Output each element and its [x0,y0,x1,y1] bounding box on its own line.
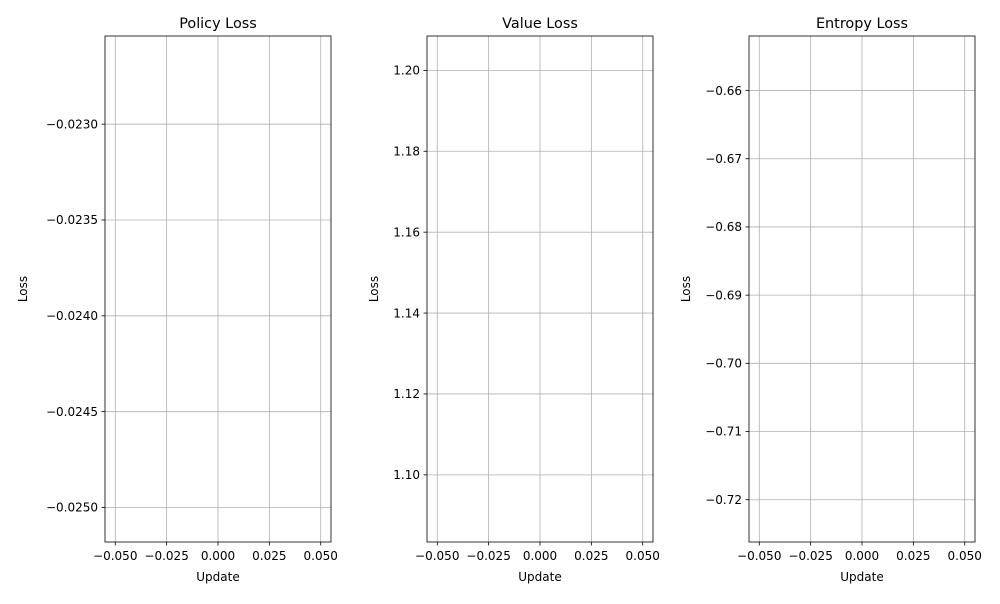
entropy-y-tick-label: −0.66 [705,84,742,98]
entropy-loss-chart: −0.050 −0.025 0.000 0.025 0.050 −0.72 −0.71 −0.… [679,16,982,584]
policy-x-axis-label: Update [196,570,239,584]
policy-y-tick-label: −0.0250 [46,501,98,515]
value-chart-title: Value Loss [502,16,578,32]
policy-x-tick-label: −0.050 [93,549,137,563]
value-x-tick-label: −0.025 [466,549,510,563]
entropy-chart-title: Entropy Loss [816,16,908,32]
value-x-tick-label: −0.050 [415,549,459,563]
entropy-y-tick-label: −0.70 [705,357,742,371]
value-y-tick-label: 1.10 [393,468,420,482]
value-y-tick-label: 1.12 [393,387,420,401]
policy-chart-title: Policy Loss [179,16,257,32]
policy-y-tick-label: −0.0235 [46,213,98,227]
value-loss-chart: −0.050 −0.025 0.000 0.025 0.050 1.10 1.12 1.14 1… [367,16,660,584]
policy-x-tick-label: 0.000 [201,549,235,563]
value-y-axis-label: Loss [367,276,381,302]
policy-loss-chart: −0.050 −0.025 0.000 0.025 0.050 −0.0250 −0.024… [16,16,338,584]
entropy-y-tick-label: −0.67 [705,152,742,166]
entropy-y-tick-label: −0.71 [705,425,742,439]
value-x-tick-label: 0.050 [626,549,660,563]
entropy-x-tick-label: −0.025 [788,549,832,563]
entropy-y-tick-label: −0.69 [705,288,742,302]
value-x-tick-label: 0.025 [574,549,608,563]
entropy-y-axis-label: Loss [679,276,693,302]
policy-x-tick-label: −0.025 [144,549,188,563]
value-y-tick-label: 1.18 [393,144,420,158]
policy-y-axis-label: Loss [16,276,30,302]
entropy-x-tick-label: −0.050 [737,549,781,563]
policy-x-tick-label: 0.050 [304,549,338,563]
entropy-x-tick-label: 0.025 [896,549,930,563]
value-x-tick-label: 0.000 [523,549,557,563]
policy-y-tick-label: −0.0230 [46,117,98,131]
value-x-axis-label: Update [518,570,561,584]
value-y-tick-label: 1.16 [393,225,420,239]
entropy-x-tick-label: 0.000 [845,549,879,563]
entropy-x-axis-label: Update [840,570,883,584]
policy-y-tick-label: −0.0245 [46,405,98,419]
value-y-tick-label: 1.14 [393,306,420,320]
entropy-y-tick-label: −0.72 [705,493,742,507]
value-y-tick-label: 1.20 [393,64,420,78]
entropy-x-tick-label: 0.050 [948,549,982,563]
policy-x-tick-label: 0.025 [252,549,286,563]
policy-y-tick-label: −0.0240 [46,309,98,323]
entropy-y-tick-label: −0.68 [705,220,742,234]
